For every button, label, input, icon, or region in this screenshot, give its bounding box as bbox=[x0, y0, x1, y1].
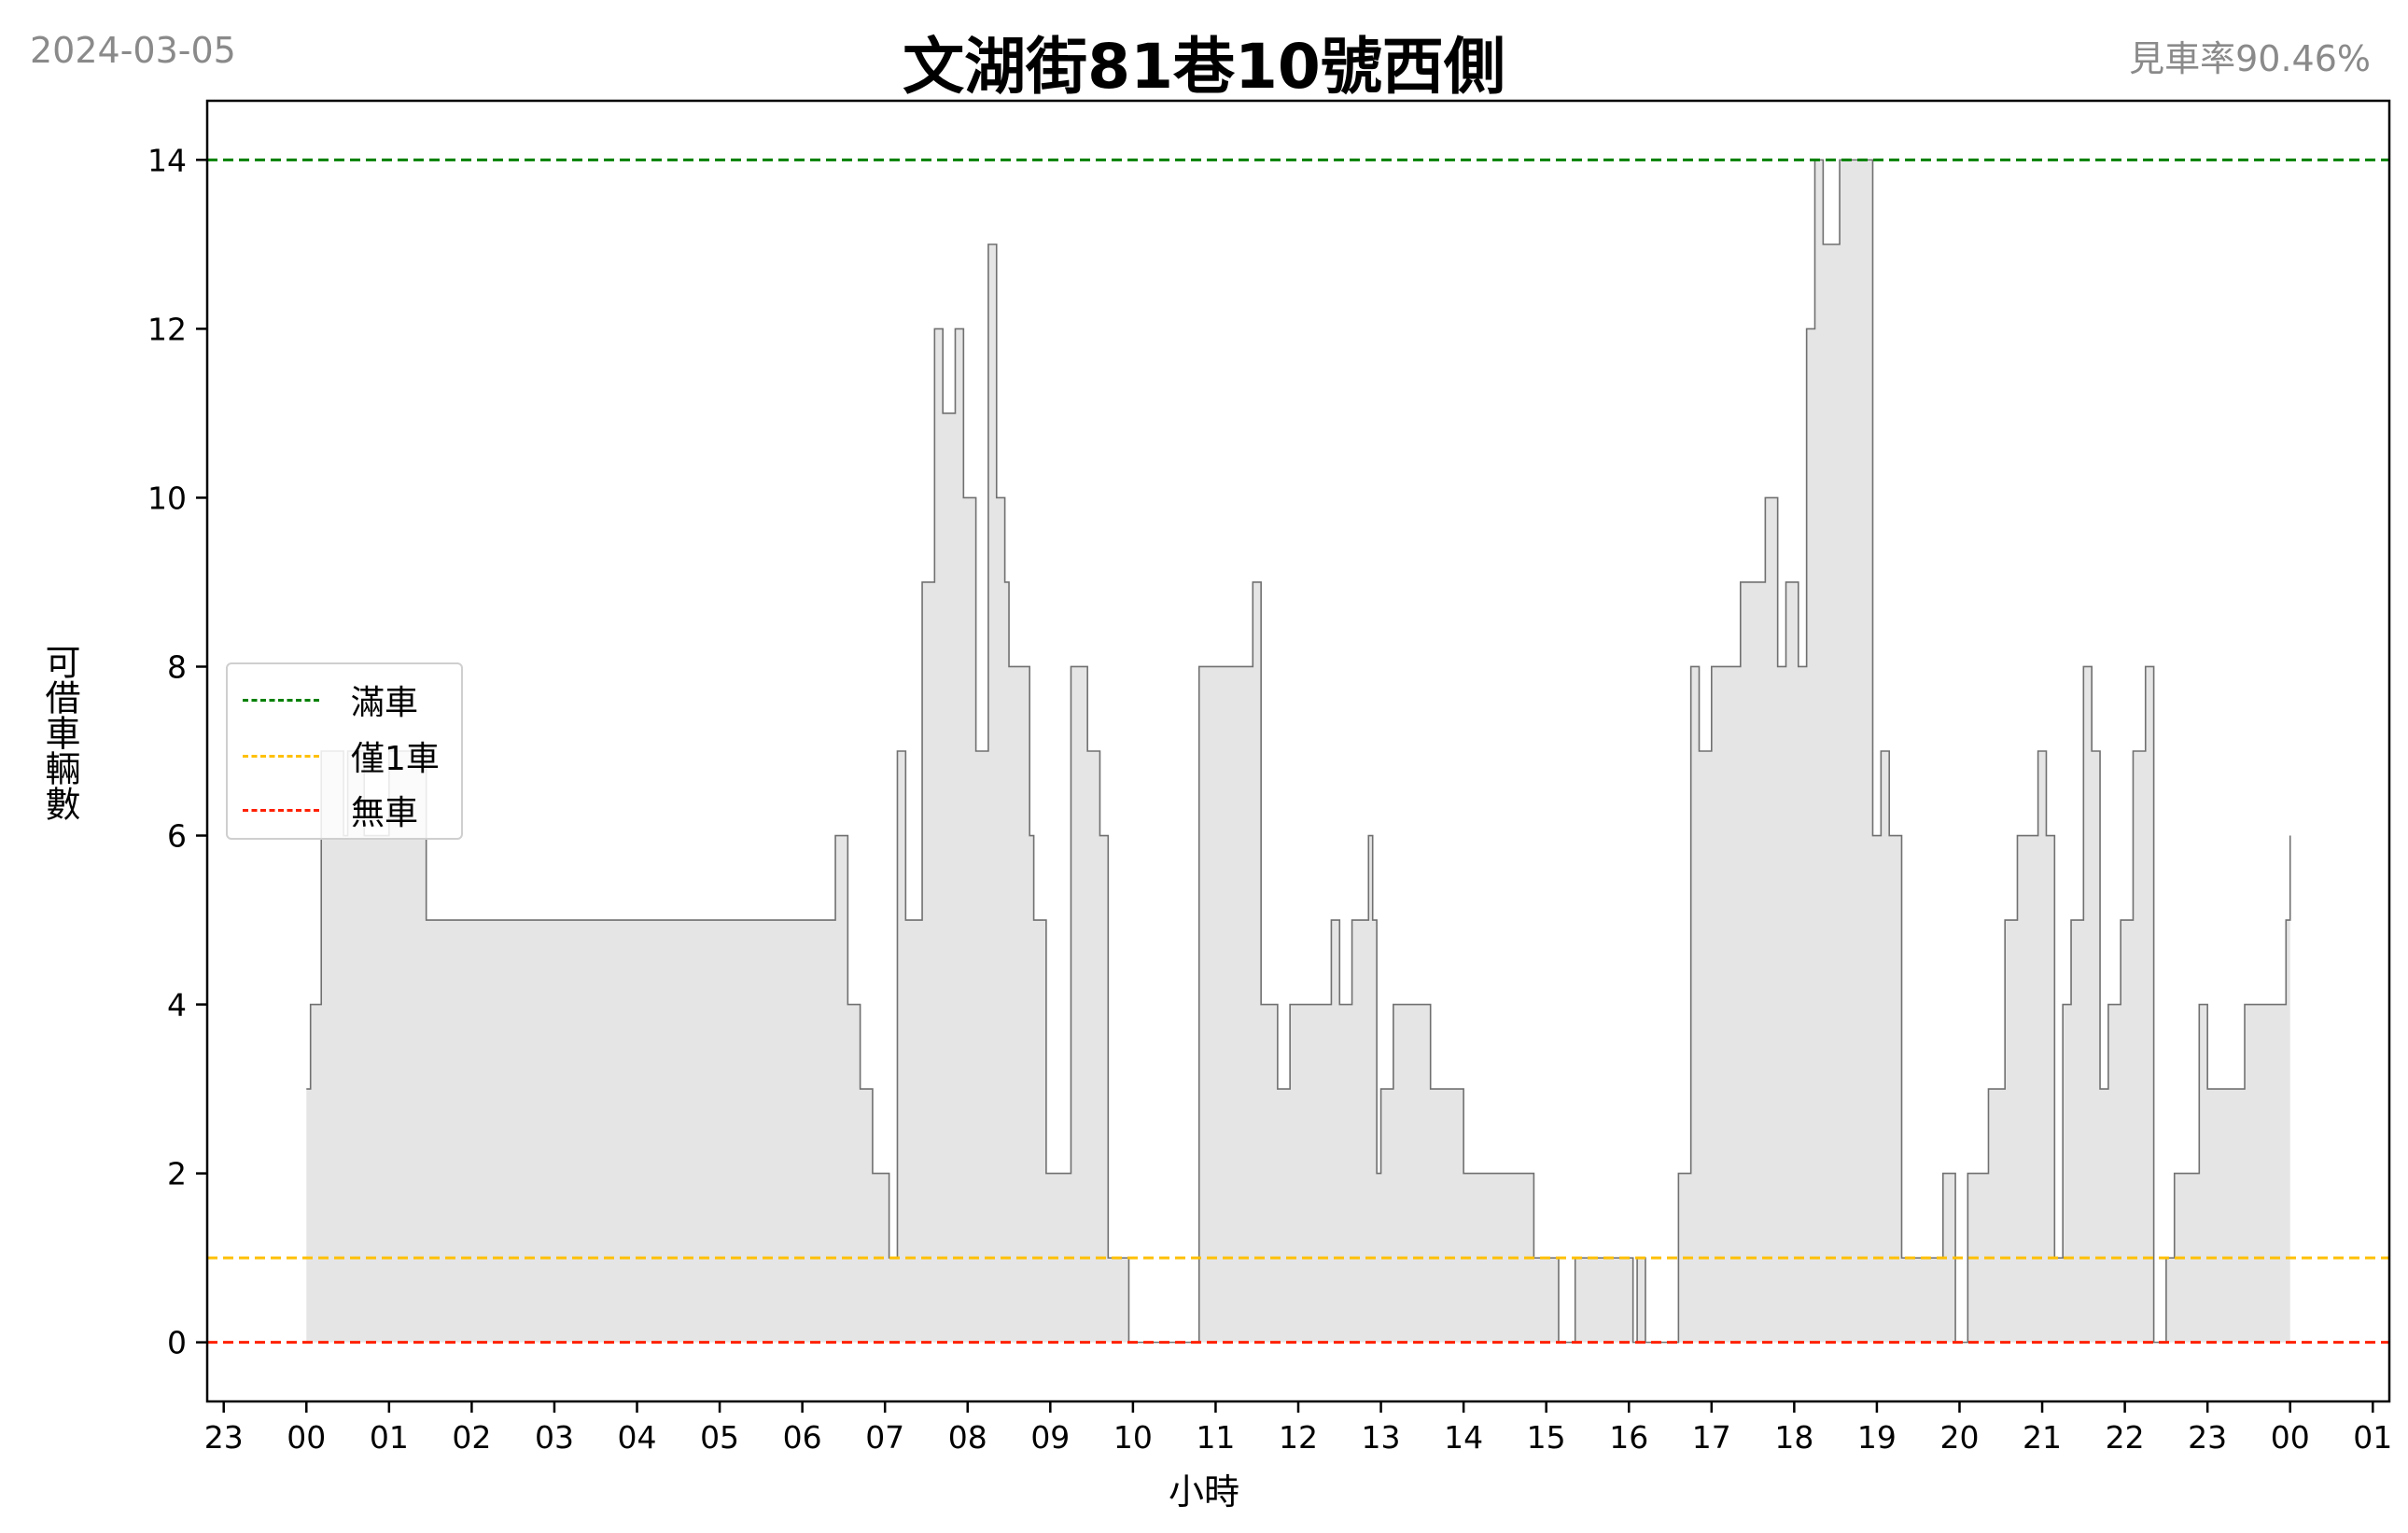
x-axis: 23 00 01 02 03 04 05 06 07 08 09 10 11 12 13 14 15 16 17 18… bbox=[204, 1401, 2392, 1456]
y-tick-label-0: 0 bbox=[167, 1325, 187, 1361]
x-tick-label-16: 15 bbox=[1527, 1419, 1566, 1456]
x-tick-label-25: 00 bbox=[2271, 1419, 2310, 1456]
x-axis-label: 小時 bbox=[1168, 1471, 1240, 1512]
plot-area bbox=[205, 99, 2391, 1403]
x-tick-label-26: 01 bbox=[2353, 1419, 2392, 1456]
x-tick-label-20: 19 bbox=[1857, 1419, 1897, 1456]
x-tick-label-11: 10 bbox=[1113, 1419, 1153, 1456]
x-tick-label-14: 13 bbox=[1362, 1419, 1401, 1456]
x-tick-label-9: 08 bbox=[948, 1419, 987, 1456]
y-tick-label-3: 6 bbox=[167, 818, 187, 855]
legend-label-one: 僅1車 bbox=[351, 740, 440, 778]
x-tick-label-8: 07 bbox=[865, 1419, 904, 1456]
x-tick-label-1: 00 bbox=[287, 1419, 326, 1456]
y-tick-label-1: 2 bbox=[167, 1156, 187, 1192]
legend-item-one: 僅1車 bbox=[243, 737, 440, 778]
x-tick-label-4: 03 bbox=[535, 1419, 574, 1456]
series-area-0 bbox=[306, 160, 2290, 1343]
legend-label-empty: 無車 bbox=[351, 794, 419, 832]
x-tick-label-13: 12 bbox=[1279, 1419, 1318, 1456]
y-tick-label-4: 8 bbox=[167, 648, 187, 685]
y-axis-label: 可借車輛數 bbox=[39, 644, 80, 821]
x-tick-label-5: 04 bbox=[618, 1419, 657, 1456]
legend-swatch-empty bbox=[243, 808, 319, 812]
legend-label-full: 滿車 bbox=[351, 684, 419, 722]
legend-swatch-full bbox=[243, 698, 319, 702]
y-axis: 0 2 4 6 8 10 12 14 bbox=[147, 142, 207, 1361]
availability-rate: 見車率90.46% bbox=[2129, 38, 2371, 79]
x-tick-label-18: 17 bbox=[1692, 1419, 1731, 1456]
x-tick-label-22: 21 bbox=[2023, 1419, 2062, 1456]
x-tick-label-24: 23 bbox=[2188, 1419, 2227, 1456]
y-tick-label-7: 14 bbox=[147, 142, 187, 178]
y-tick-label-6: 12 bbox=[147, 311, 187, 347]
y-tick-label-2: 4 bbox=[167, 987, 187, 1024]
x-tick-label-0: 23 bbox=[204, 1419, 244, 1456]
x-tick-label-2: 01 bbox=[370, 1419, 409, 1456]
legend-swatch-one bbox=[243, 754, 319, 758]
x-tick-label-21: 20 bbox=[1939, 1419, 1979, 1456]
x-tick-label-23: 22 bbox=[2106, 1419, 2145, 1456]
legend-item-empty: 無車 bbox=[243, 791, 418, 832]
x-tick-label-12: 11 bbox=[1196, 1419, 1235, 1456]
legend-item-full: 滿車 bbox=[243, 681, 418, 722]
x-tick-label-3: 02 bbox=[452, 1419, 491, 1456]
x-tick-label-7: 06 bbox=[783, 1419, 822, 1456]
x-tick-label-19: 18 bbox=[1774, 1419, 1813, 1456]
legend: 滿車 僅1車 無車 bbox=[226, 662, 463, 840]
x-tick-label-6: 05 bbox=[700, 1419, 739, 1456]
y-tick-label-5: 10 bbox=[147, 480, 187, 516]
date-label: 2024-03-05 bbox=[30, 30, 236, 71]
x-tick-label-10: 09 bbox=[1030, 1419, 1070, 1456]
x-tick-label-17: 16 bbox=[1609, 1419, 1648, 1456]
chart-title: 文湖街81巷10號西側 bbox=[903, 31, 1505, 103]
x-tick-label-15: 14 bbox=[1444, 1419, 1483, 1456]
